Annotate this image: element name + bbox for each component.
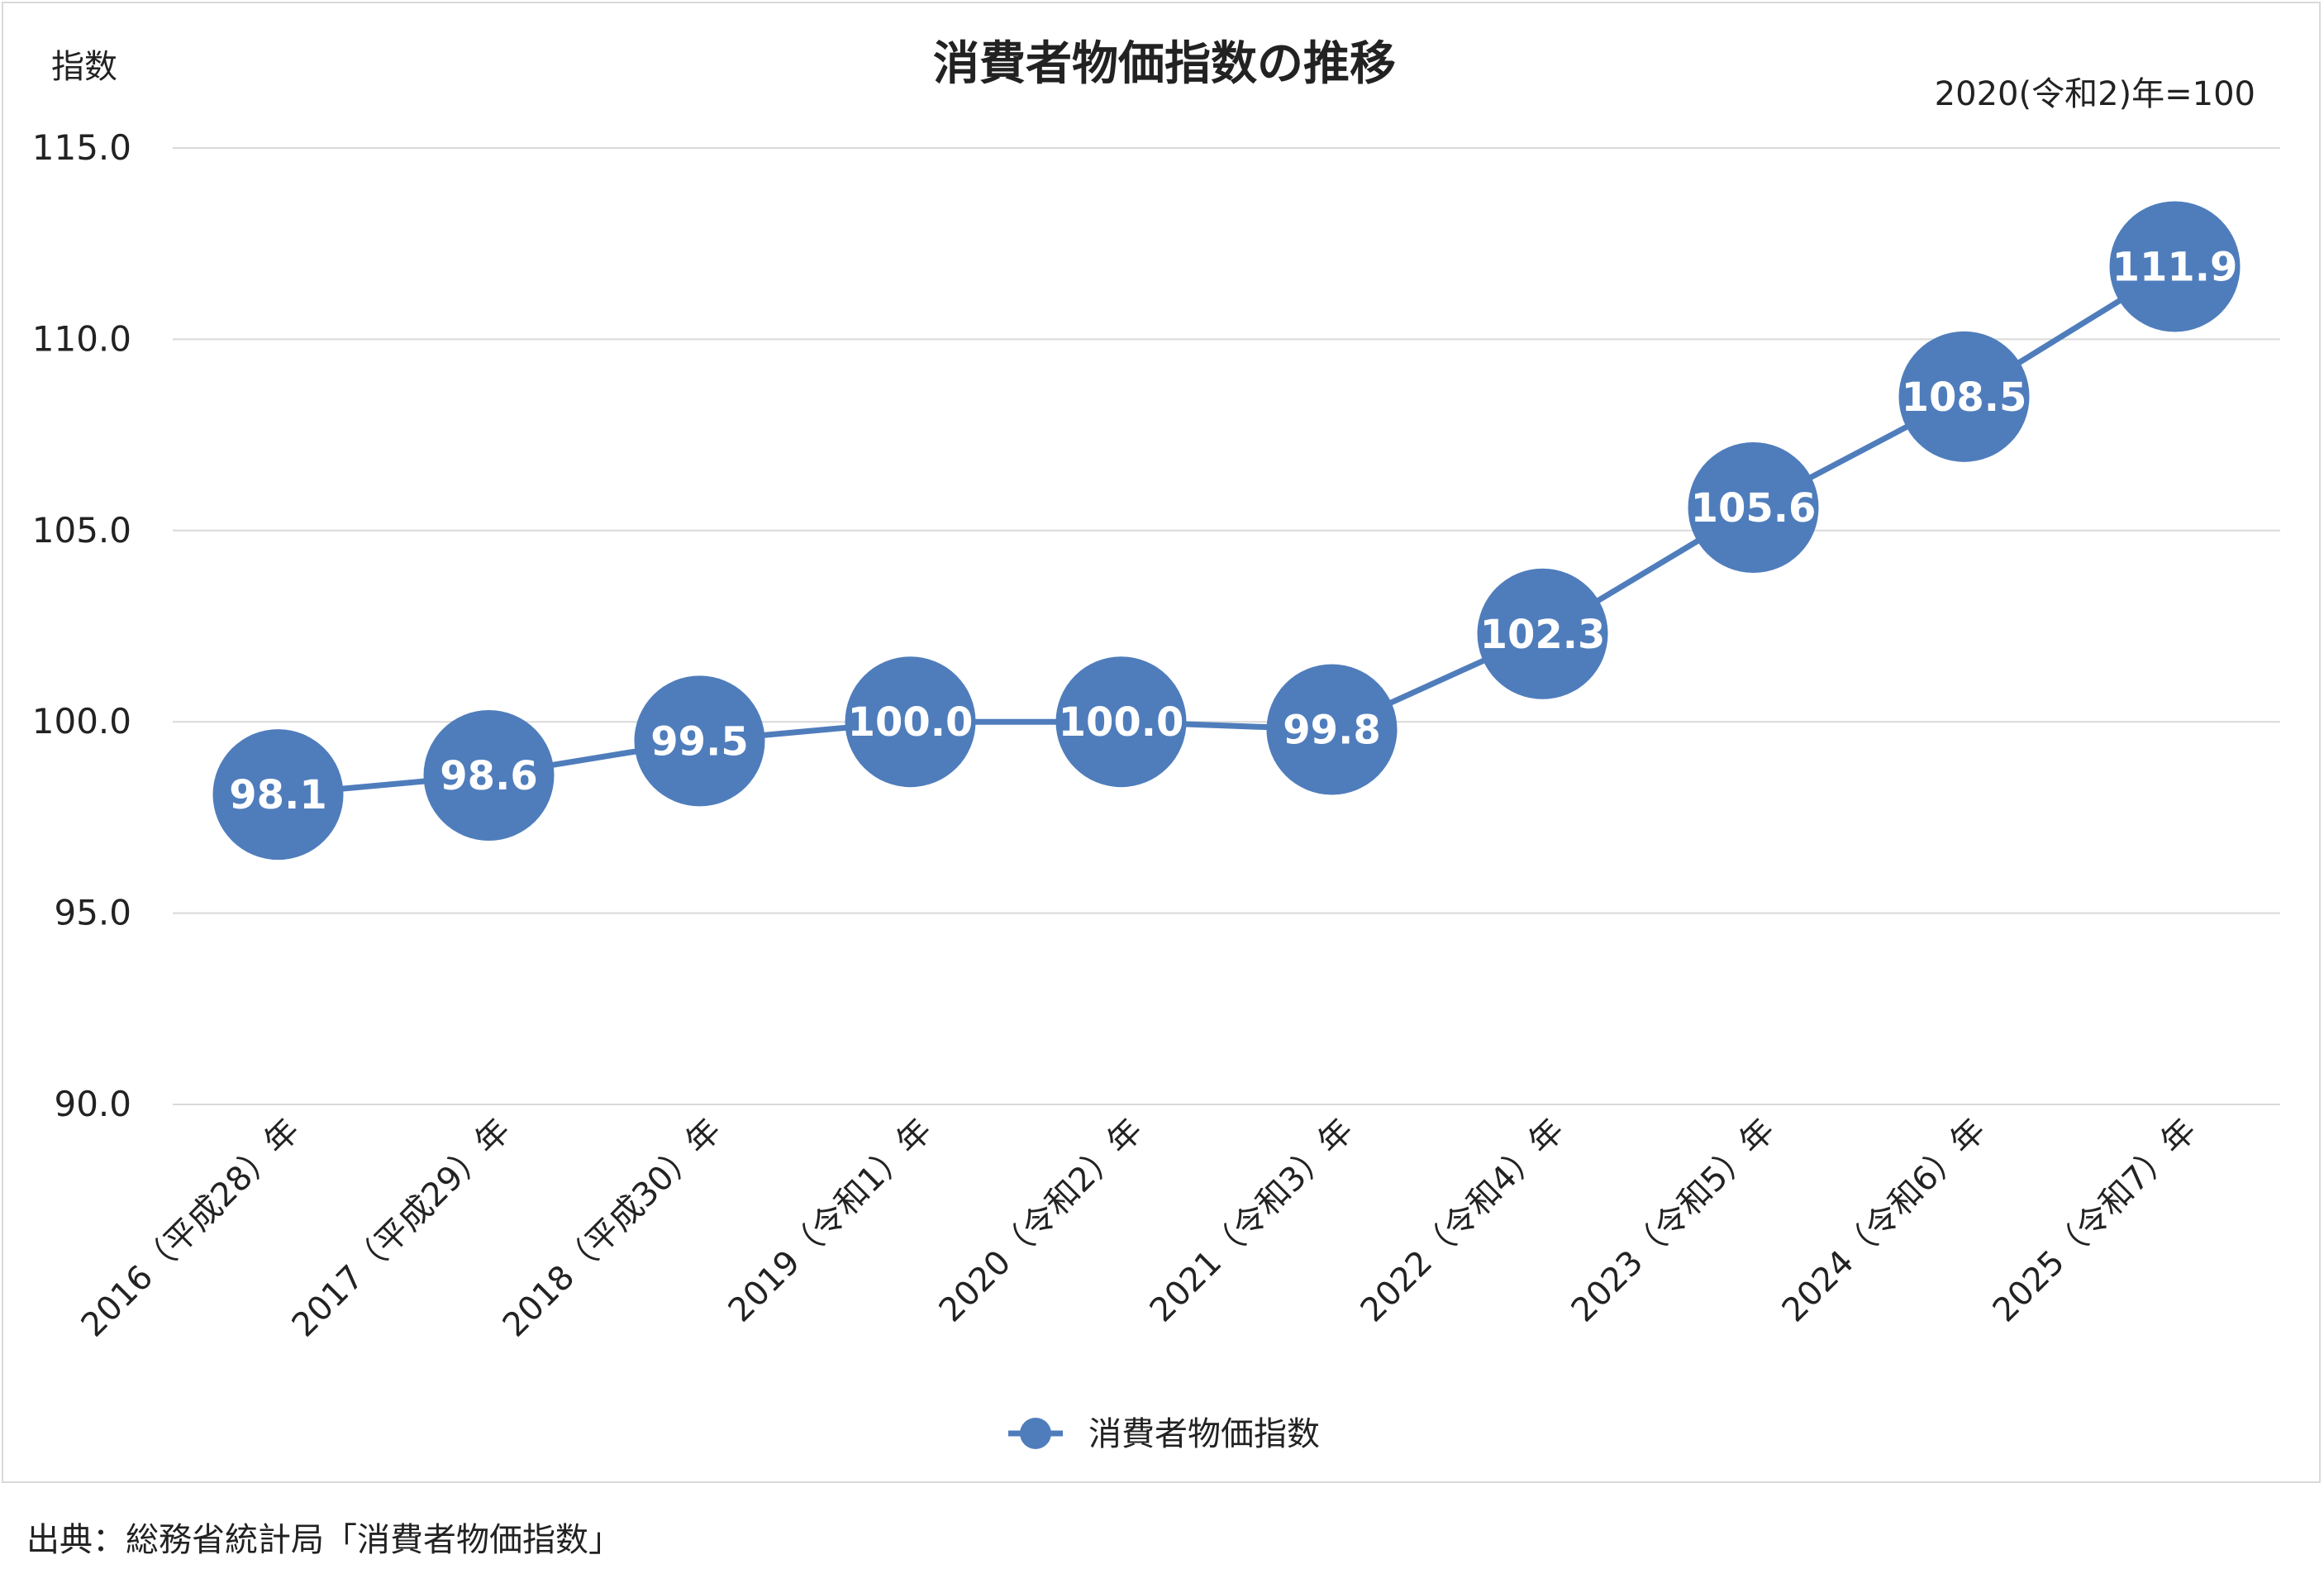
line-chart: 消費者物価指数の推移 指数 2020(令和2)年=100 90.0 95.0 100… <box>32 37 2280 1453</box>
data-point <box>1688 442 1819 574</box>
gridlines <box>173 147 2280 1105</box>
chart-title: 消費者物価指数の推移 <box>933 37 1396 91</box>
x-tick-label: 2017（平成29）年 <box>285 1112 518 1345</box>
legend-marker <box>1020 1418 1051 1449</box>
y-axis-ticks: 90.0 95.0 100.0 105.0 110.0 115.0 <box>32 127 131 1124</box>
y-tick-label: 100.0 <box>32 701 131 742</box>
x-axis-ticks: 2016（平成28）年2017（平成29）年2018（平成30）年2019（令和… <box>74 1112 2204 1345</box>
base-year-note: 2020(令和2)年=100 <box>1935 75 2255 113</box>
data-label: 99.8 <box>1283 707 1380 753</box>
series-line <box>278 264 2177 798</box>
x-tick-label: 2023（令和5）年 <box>1564 1112 1783 1330</box>
data-point <box>1266 664 1398 795</box>
data-point <box>212 729 344 861</box>
data-point <box>1477 568 1608 699</box>
x-tick-label: 2020（令和2）年 <box>932 1112 1150 1330</box>
source-note: 出典：総務省統計局「消費者物価指数」 <box>26 1521 621 1559</box>
x-tick-label: 2022（令和4）年 <box>1354 1112 1572 1330</box>
data-label: 108.5 <box>1902 374 2027 421</box>
data-point <box>423 709 555 841</box>
data-label: 105.6 <box>1691 485 1817 532</box>
y-axis-label: 指数 <box>51 48 117 86</box>
data-point <box>2109 201 2241 332</box>
data-label: 100.0 <box>848 699 974 746</box>
data-label: 111.9 <box>2112 244 2238 290</box>
y-tick-label: 110.0 <box>32 318 131 359</box>
data-label: 99.5 <box>650 718 748 765</box>
legend-label: 消費者物価指数 <box>1088 1415 1320 1453</box>
legend: 消費者物価指数 <box>1008 1415 1320 1453</box>
data-points: 98.1 98.6 99.5 100.0 100.0 99.8 102.3 105.6 108.… <box>212 201 2241 861</box>
x-tick-label: 2021（令和3）年 <box>1143 1112 1361 1330</box>
data-point <box>634 675 765 807</box>
data-point <box>1055 656 1187 788</box>
y-tick-label: 95.0 <box>54 893 131 933</box>
data-label: 98.6 <box>440 753 537 799</box>
data-point <box>1898 331 2030 462</box>
x-tick-label: 2024（令和6）年 <box>1775 1112 1993 1330</box>
y-tick-label: 90.0 <box>54 1084 131 1124</box>
y-tick-label: 105.0 <box>32 510 131 551</box>
x-tick-label: 2019（令和1）年 <box>721 1112 940 1330</box>
data-point <box>845 656 976 788</box>
x-tick-label: 2018（平成30）年 <box>496 1112 729 1345</box>
data-label: 98.1 <box>229 772 326 818</box>
chart-frame: 消費者物価指数の推移 指数 2020(令和2)年=100 90.0 95.0 100… <box>2 2 2321 1483</box>
data-label: 100.0 <box>1059 699 1184 746</box>
y-tick-label: 115.0 <box>32 127 131 168</box>
x-tick-label: 2025（令和7）年 <box>1986 1112 2204 1330</box>
series-line-layer <box>278 264 2177 798</box>
x-tick-label: 2016（平成28）年 <box>74 1112 307 1345</box>
data-label: 102.3 <box>1480 612 1606 658</box>
